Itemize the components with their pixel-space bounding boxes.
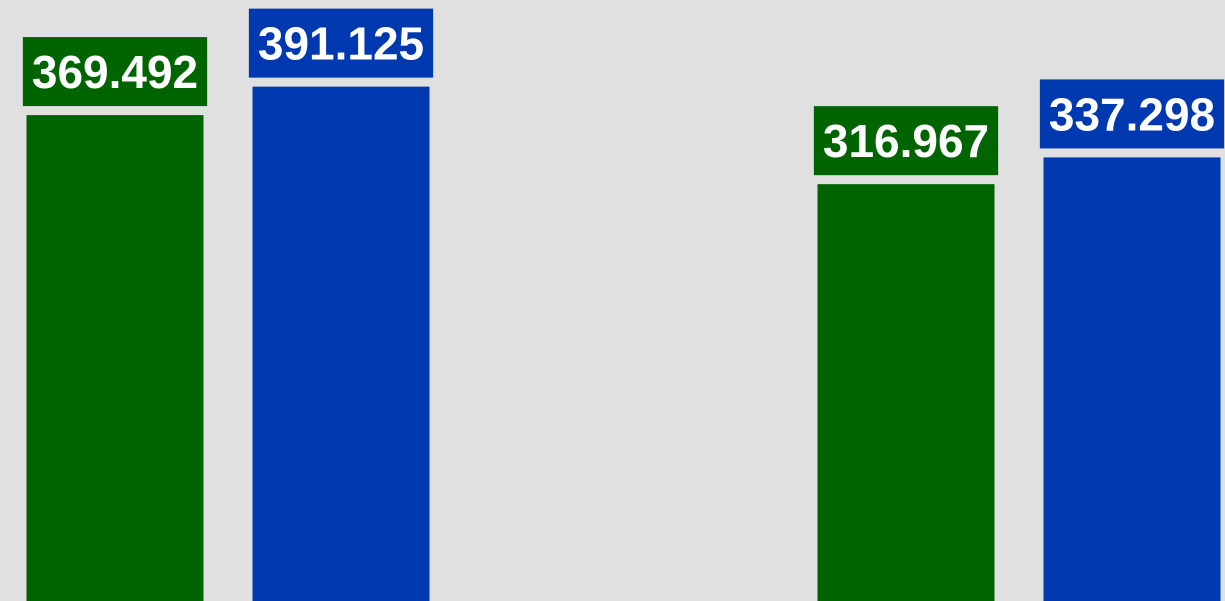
- value-label: 316.967: [823, 115, 989, 167]
- value-label: 337.298: [1049, 88, 1215, 140]
- value-label: 391.125: [258, 18, 424, 70]
- bar: [252, 86, 430, 601]
- value-label-box: [813, 106, 999, 176]
- bar: [817, 184, 995, 601]
- bar: [1043, 157, 1221, 601]
- value-label: 369.492: [32, 46, 198, 98]
- value-label-box: [248, 8, 434, 78]
- bar: [26, 115, 204, 601]
- value-label-box: [22, 37, 208, 107]
- value-label-box: [1039, 79, 1225, 149]
